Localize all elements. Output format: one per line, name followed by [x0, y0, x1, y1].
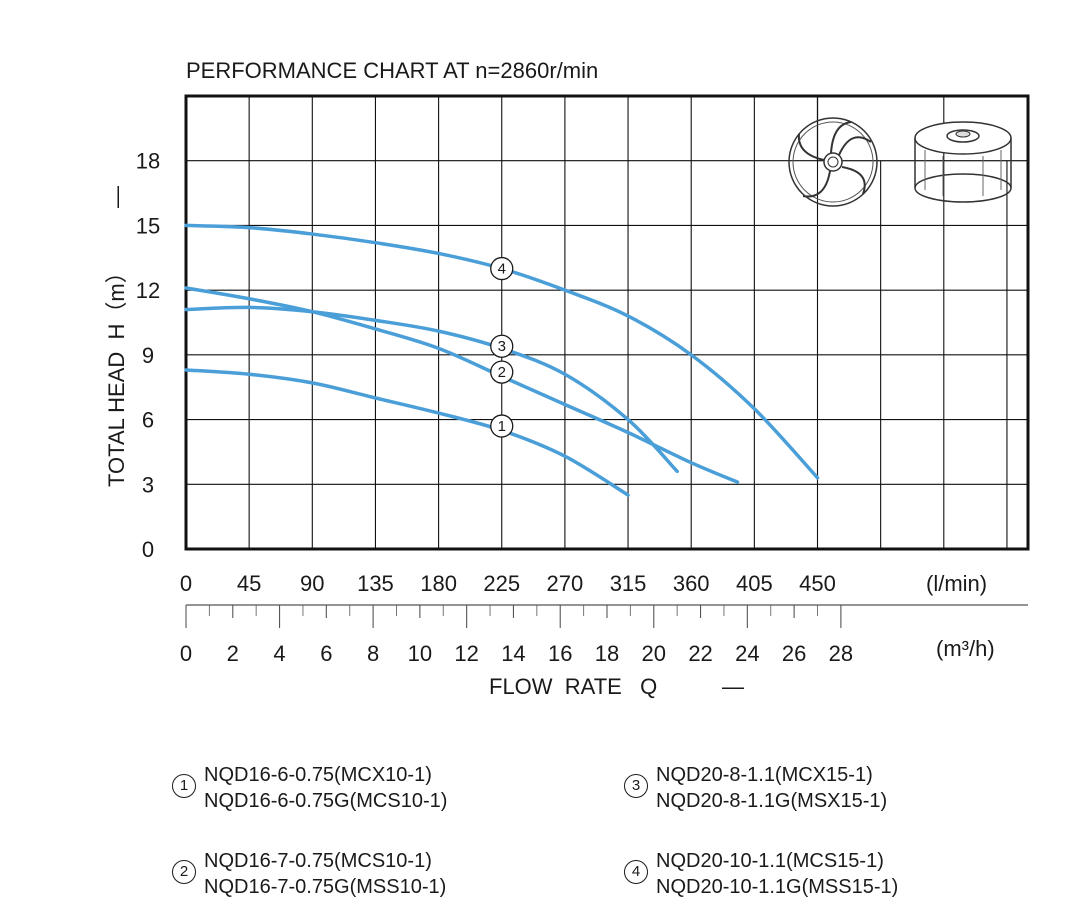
x2-tick-label: 22: [688, 641, 712, 666]
x-axis-dash: —: [722, 674, 744, 699]
legend-model: NQD20-10-1.1(MCS15-1): [656, 850, 884, 872]
legend-model: NQD20-8-1.1(MCX15-1): [656, 764, 873, 786]
y-axis-dash: —: [104, 186, 129, 208]
x-tick-label: 270: [547, 571, 584, 596]
x2-tick-label: 10: [408, 641, 432, 666]
y-tick-label: 12: [136, 278, 160, 303]
x-tick-label: 0: [180, 571, 192, 596]
x2-tick-labels: 0 2 4 6 8 10 12 14 16 18 20 22 24 26 28: [180, 605, 853, 666]
x-tick-label: 360: [673, 571, 710, 596]
x2-tick-label: 8: [367, 641, 379, 666]
x2-tick-label: 16: [548, 641, 572, 666]
x2-tick-label: 6: [320, 641, 332, 666]
x2-tick-label: 20: [642, 641, 666, 666]
legend-marker: 2: [172, 860, 196, 884]
x-tick-label: 405: [736, 571, 773, 596]
x-tick-labels: 0 45 90 135 180 225 270 315 360 405 450: [180, 571, 836, 596]
chart-title: PERFORMANCE CHART AT n=2860r/min: [186, 58, 598, 83]
legend-item-4: 4 NQD20-10-1.1(MCS15-1) NQD20-10-1.1G(MS…: [624, 848, 898, 900]
x2-tick-label: 14: [501, 641, 525, 666]
x-axis-label: FLOW RATE Q: [489, 674, 657, 699]
closed-impeller-icon: [914, 121, 1012, 203]
legend-model: NQD16-6-0.75G(MCS10-1): [204, 790, 448, 812]
x2-tick-label: 0: [180, 641, 192, 666]
x-tick-label: 180: [420, 571, 457, 596]
legend-marker: 3: [624, 774, 648, 798]
y-tick-label: 0: [142, 537, 154, 562]
y-tick-label: 9: [142, 343, 154, 368]
x2-tick-label: 2: [227, 641, 239, 666]
legend-item-3: 3 NQD20-8-1.1(MCX15-1) NQD20-8-1.1G(MSX1…: [624, 762, 887, 814]
x-tick-label: 450: [799, 571, 836, 596]
y-tick-label: 3: [142, 472, 154, 497]
curve-marker-label: 4: [498, 261, 506, 278]
y-tick-label: 6: [142, 408, 154, 433]
grid: [186, 95, 1029, 549]
y-tick-label: 15: [136, 213, 160, 238]
legend-model: NQD20-8-1.1G(MSX15-1): [656, 790, 888, 812]
curve-marker-1: [490, 414, 514, 438]
curve-marker-label: 1: [498, 418, 506, 435]
curve-marker-4: [490, 256, 514, 281]
x2-tick-label: 12: [454, 641, 478, 666]
y-tick-label: 18: [136, 149, 160, 174]
curve-marker-label: 3: [498, 338, 506, 355]
x-unit-label: (l/min): [926, 571, 987, 596]
x2-tick-label: 18: [595, 641, 619, 666]
curve-marker-3: [490, 334, 514, 358]
series-line-2: [184, 286, 740, 484]
curve-markers: 1 2 3 4: [490, 256, 514, 438]
x-tick-label: 315: [610, 571, 647, 596]
legend-model: NQD16-6-0.75(MCX10-1): [204, 764, 432, 786]
curve-marker-2: [490, 360, 514, 384]
x-tick-label: 135: [357, 571, 394, 596]
y-axis-label: TOTAL HEAD H（m）: [104, 261, 129, 487]
x-tick-label: 90: [300, 571, 324, 596]
curve-marker-label: 2: [498, 364, 506, 381]
legend-item-2: 2 NQD16-7-0.75(MCS10-1) NQD16-7-0.75G(MS…: [172, 848, 446, 900]
legend-marker: 4: [624, 860, 648, 884]
legend-model: NQD16-7-0.75(MCS10-1): [204, 850, 432, 872]
x2-tick-label: 24: [735, 641, 759, 666]
x2-tick-label: 28: [829, 641, 853, 666]
legend-model: NQD16-7-0.75G(MSS10-1): [204, 876, 447, 898]
series-line-1: [184, 368, 630, 497]
legend-item-1: 1 NQD16-6-0.75(MCX10-1) NQD16-6-0.75G(MC…: [172, 762, 447, 814]
x-tick-label: 225: [483, 571, 520, 596]
x2-tick-label: 26: [782, 641, 806, 666]
legend-marker: 1: [172, 774, 196, 798]
open-impeller-icon: [788, 117, 878, 207]
legend-model: NQD20-10-1.1G(MSS15-1): [656, 876, 899, 898]
y-tick-labels: 0 3 6 9 12 15 18: [136, 149, 160, 562]
x-tick-label: 45: [237, 571, 261, 596]
series-line-3: [184, 305, 679, 474]
x2-tick-label: 4: [273, 641, 285, 666]
plot-frame: [184, 94, 1030, 551]
x2-unit-label: (m³/h): [936, 636, 995, 661]
